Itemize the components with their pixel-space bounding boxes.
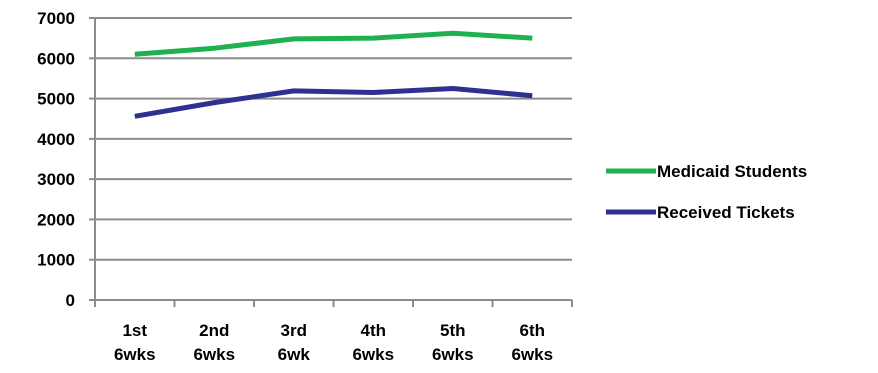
x-tick-label: 2nd: [199, 321, 229, 340]
y-tick-label: 7000: [37, 9, 75, 28]
x-tick-label: 6wks: [193, 345, 235, 364]
x-tick-label: 6wks: [511, 345, 553, 364]
y-tick-label: 1000: [37, 251, 75, 270]
gridlines: [95, 17, 572, 261]
y-tick-label: 6000: [37, 49, 75, 68]
series-lines: [134, 30, 533, 119]
x-tick-label: 6wks: [114, 345, 156, 364]
x-tick-label: 1st: [122, 321, 147, 340]
y-tick-label: 0: [66, 291, 75, 310]
x-tick-label: 6wks: [352, 345, 394, 364]
x-axis-ticks: 1st 6wks 2nd 6wks 3rd 6wk 4th 6wks 5th 6wks 6th 6wk…: [94, 300, 573, 364]
legend-label-1: Received Tickets: [657, 203, 795, 222]
y-axis-ticks: 0 1000 2000 3000 4000 5000 6000 7000: [37, 9, 95, 310]
x-tick-label: 3rd: [281, 321, 307, 340]
x-tick-label: 6wk: [278, 345, 311, 364]
legend-label-0: Medicaid Students: [657, 162, 807, 181]
series-line-0: [134, 30, 533, 57]
x-tick-label: 6th: [520, 321, 546, 340]
y-tick-label: 4000: [37, 130, 75, 149]
axes: [94, 18, 572, 301]
series-line-1: [134, 86, 533, 119]
x-tick-label: 4th: [361, 321, 387, 340]
x-tick-label: 6wks: [432, 345, 474, 364]
y-tick-label: 5000: [37, 90, 75, 109]
y-tick-label: 3000: [37, 170, 75, 189]
y-tick-label: 2000: [37, 210, 75, 229]
x-tick-label: 5th: [440, 321, 466, 340]
legend: Medicaid Students Received Tickets: [606, 162, 807, 222]
